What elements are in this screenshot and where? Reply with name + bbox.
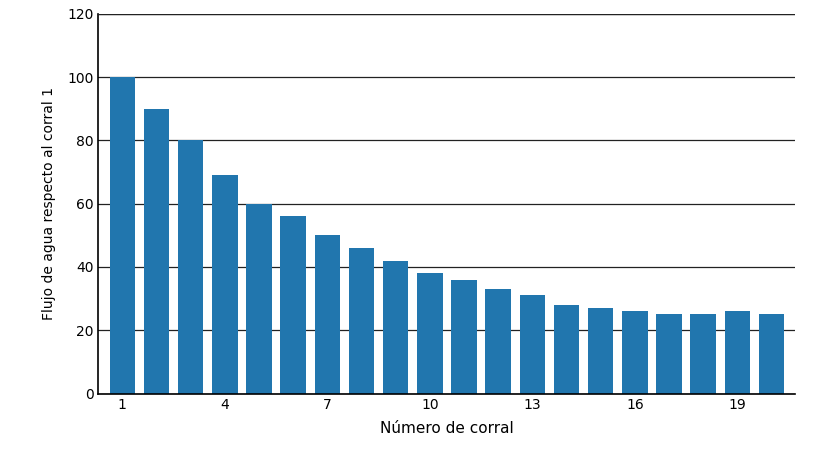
Bar xyxy=(758,314,783,394)
Bar xyxy=(178,140,203,394)
Bar xyxy=(110,77,135,394)
Bar xyxy=(212,175,238,394)
Bar xyxy=(655,314,681,394)
Bar xyxy=(314,235,340,394)
Bar xyxy=(280,216,305,394)
Bar xyxy=(690,314,715,394)
Bar xyxy=(143,109,169,394)
Bar xyxy=(417,273,442,394)
Bar xyxy=(485,289,510,394)
Bar xyxy=(246,204,271,394)
Bar xyxy=(519,295,545,394)
Bar xyxy=(553,305,578,394)
Bar xyxy=(382,261,408,394)
Bar xyxy=(450,280,476,394)
Y-axis label: Flujo de agua respecto al corral 1: Flujo de agua respecto al corral 1 xyxy=(42,87,56,320)
Bar xyxy=(622,311,647,394)
X-axis label: Número de corral: Número de corral xyxy=(379,421,514,436)
Bar xyxy=(348,248,373,394)
Bar xyxy=(724,311,749,394)
Bar xyxy=(587,308,613,394)
